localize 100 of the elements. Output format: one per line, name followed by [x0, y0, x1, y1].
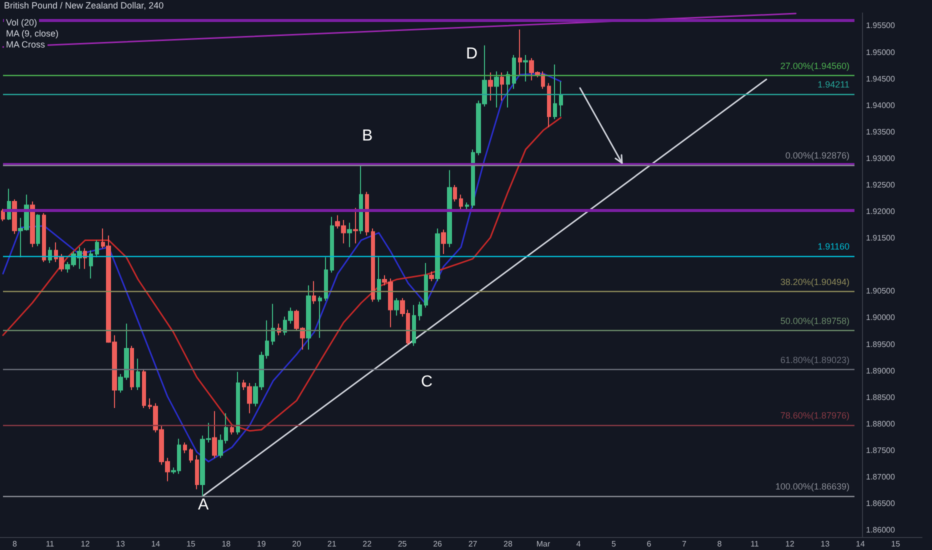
y-tick-label: 1.91500: [866, 234, 896, 243]
x-tick-label: 8: [717, 540, 722, 548]
x-tick-label: 27: [468, 540, 478, 548]
candlestick: [412, 304, 416, 346]
y-tick-label: 1.92500: [866, 180, 896, 190]
candlestick: [518, 28, 522, 76]
annotation: C: [421, 374, 433, 390]
y-tick-label: 1.87000: [866, 472, 896, 482]
x-tick-label: 5: [611, 540, 616, 548]
y-tick-label: 1.90000: [866, 313, 896, 322]
candlestick: [318, 295, 322, 338]
y-tick-label: 1.88500: [866, 392, 896, 402]
line-series: [2, 116, 562, 432]
candlestick: [89, 250, 93, 279]
y-tick-label: 1.95000: [866, 48, 896, 57]
ref-line-label: 61.80%(1.89023): [780, 355, 850, 366]
x-tick-label: 12: [785, 540, 795, 548]
candlestick: [324, 256, 328, 302]
candlestick: [83, 248, 87, 270]
candlestick: [230, 424, 234, 436]
candlestick: [271, 303, 275, 346]
y-tick-label: 1.93000: [866, 154, 896, 163]
ref-line-label: 100.00%(1.86639): [775, 482, 850, 492]
candlestick: [189, 448, 193, 464]
candlestick: [494, 70, 499, 108]
y-tick-label: 1.89000: [866, 366, 896, 376]
x-tick-label: 18: [222, 540, 232, 548]
candlestick: [377, 256, 381, 302]
candlestick: [547, 82, 551, 128]
candlestick: [523, 54, 528, 82]
annotation: D: [466, 46, 478, 62]
ref-line-label: 78.60%(1.87976): [780, 410, 850, 421]
candlestick: [429, 271, 434, 282]
annotation: MA (9, close): [6, 28, 59, 38]
candlestick: [236, 371, 240, 436]
x-tick-label: Mar: [536, 540, 550, 548]
x-tick-label: 11: [46, 540, 55, 548]
candlestick: [394, 298, 399, 316]
candlestick: [371, 228, 375, 302]
candlestick: [512, 54, 516, 90]
candlestick: [359, 164, 363, 234]
x-tick-label: 11: [750, 540, 760, 548]
x-tick-label: 14: [856, 540, 866, 548]
candlestick: [447, 170, 452, 248]
candlestick: [500, 72, 504, 102]
y-tick-label: 1.94000: [866, 100, 896, 110]
x-tick-label: 8: [12, 540, 18, 548]
x-tick-label: 15: [186, 540, 196, 548]
x-tick-label: 25: [398, 540, 408, 548]
y-tick-label: 1.87500: [866, 446, 896, 455]
candlestick: [330, 216, 334, 274]
x-tick-label: 4: [576, 540, 582, 548]
candlestick: [424, 262, 428, 308]
candlestick: [453, 184, 457, 202]
candlestick: [418, 301, 422, 321]
y-tick-label: 1.89500: [866, 340, 896, 349]
annotation: B: [362, 128, 373, 144]
x-tick-label: 14: [151, 540, 161, 548]
candlestick: [130, 345, 134, 390]
x-tick-label: 28: [504, 540, 514, 548]
x-tick-label: 13: [820, 540, 830, 548]
x-tick-label: 20: [292, 540, 302, 548]
candlestick: [42, 212, 46, 262]
ref-line-label: 1.94211: [818, 80, 850, 90]
candlestick: [212, 410, 217, 458]
candlestick: [306, 284, 311, 350]
candlestick: [36, 214, 40, 247]
candlestick: [488, 72, 493, 102]
ref-line-label: 38.20%(1.90494): [780, 277, 850, 288]
candlestick: [553, 64, 557, 120]
candlestick: [347, 222, 352, 248]
x-tick-label: 19: [256, 540, 266, 548]
y-tick-label: 1.86500: [866, 499, 896, 508]
candlestick: [435, 228, 440, 282]
x-tick-label: 13: [116, 540, 126, 548]
candlestick: [559, 80, 563, 118]
candlestick: [48, 246, 52, 264]
candlestick: [459, 194, 463, 212]
x-tick-label: 26: [433, 540, 443, 548]
y-tick-label: 1.95500: [866, 21, 896, 30]
candlestick: [1, 208, 5, 222]
ref-line-label: 0.00%(1.92876): [785, 150, 850, 161]
x-tick-label: 6: [646, 540, 652, 548]
y-tick-label: 1.88000: [866, 419, 896, 428]
x-tick-label: 22: [362, 540, 372, 548]
candlestick: [312, 280, 316, 304]
y-tick-label: 1.93500: [866, 127, 896, 136]
ref-line-label: 27.00%(1.94560): [780, 61, 850, 72]
candlestick: [95, 240, 99, 258]
annotation: A: [198, 496, 209, 514]
candlestick: [12, 198, 17, 234]
candlestick: [183, 442, 187, 454]
x-tick-label: 21: [327, 540, 337, 548]
y-tick-label: 1.86000: [866, 526, 896, 535]
candlestick: [365, 191, 369, 236]
y-tick-label: 1.90500: [866, 286, 896, 296]
annotation: MA Cross: [6, 40, 46, 50]
x-tick-label: 15: [891, 540, 901, 548]
candlestick: [353, 207, 358, 244]
candlestick: [136, 358, 140, 390]
